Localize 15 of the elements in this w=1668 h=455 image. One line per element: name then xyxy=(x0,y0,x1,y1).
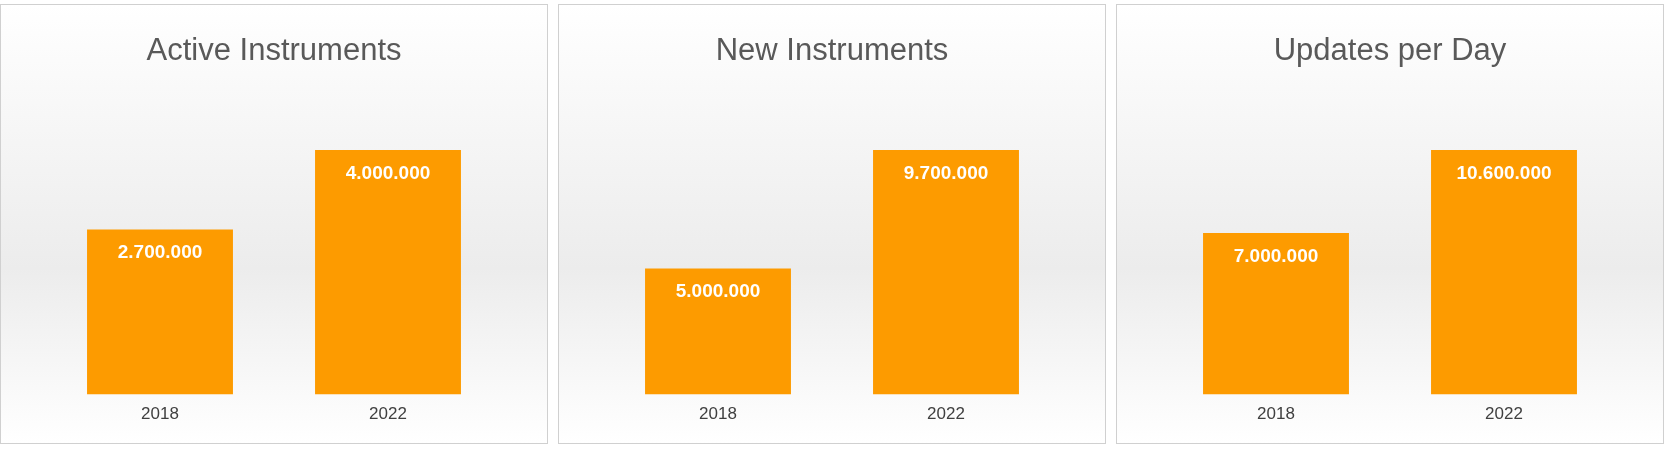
x-tick-label: 2022 xyxy=(927,404,965,424)
chart-title: New Instruments xyxy=(715,32,949,68)
x-tick-label: 2018 xyxy=(141,404,179,424)
x-tick-label: 2018 xyxy=(699,404,737,424)
data-label: 10.600.000 xyxy=(1456,161,1552,183)
data-label: 9.700.000 xyxy=(903,161,989,183)
data-label: 7.000.000 xyxy=(1233,244,1319,266)
chart-title: Active Instruments xyxy=(146,32,402,68)
x-tick-label: 2018 xyxy=(1257,404,1295,424)
x-tick-label: 2022 xyxy=(1485,404,1523,424)
data-label: 4.000.000 xyxy=(345,161,431,183)
data-label: 2.700.000 xyxy=(117,241,203,263)
x-tick-label: 2022 xyxy=(369,404,407,424)
chart-title: Updates per Day xyxy=(1273,32,1507,68)
data-label: 5.000.000 xyxy=(675,280,761,302)
